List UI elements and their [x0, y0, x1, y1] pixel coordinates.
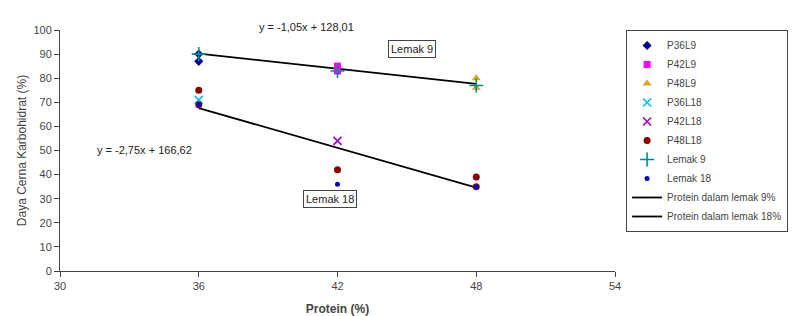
svg-text:P42L18: P42L18 — [667, 116, 702, 127]
svg-text:60: 60 — [40, 120, 52, 132]
svg-text:10: 10 — [40, 241, 52, 253]
svg-text:42: 42 — [331, 280, 343, 292]
svg-text:Lemak 18: Lemak 18 — [306, 193, 354, 205]
svg-text:36: 36 — [193, 280, 205, 292]
svg-text:P48L9: P48L9 — [667, 78, 696, 89]
svg-text:70: 70 — [40, 96, 52, 108]
svg-text:P36L9: P36L9 — [667, 40, 696, 51]
svg-text:48: 48 — [470, 280, 482, 292]
svg-text:Protein dalam lemak 9%: Protein dalam lemak 9% — [667, 192, 775, 203]
svg-text:P42L9: P42L9 — [667, 59, 696, 70]
svg-text:y = -1,05x + 128,01: y = -1,05x + 128,01 — [259, 21, 354, 33]
svg-text:50: 50 — [40, 144, 52, 156]
svg-text:40: 40 — [40, 168, 52, 180]
svg-text:30: 30 — [40, 193, 52, 205]
svg-text:Protein (%): Protein (%) — [306, 302, 369, 316]
svg-text:Lemak 9: Lemak 9 — [391, 43, 433, 55]
svg-text:P36L18: P36L18 — [667, 97, 702, 108]
svg-text:54: 54 — [609, 280, 621, 292]
svg-text:100: 100 — [33, 24, 51, 36]
svg-text:30: 30 — [54, 280, 66, 292]
svg-text:0: 0 — [46, 265, 52, 277]
svg-text:90: 90 — [40, 48, 52, 60]
svg-text:Lemak 9: Lemak 9 — [667, 154, 706, 165]
svg-text:Protein dalam lemak 18%: Protein dalam lemak 18% — [667, 211, 781, 222]
svg-text:80: 80 — [40, 72, 52, 84]
svg-text:Lemak 18: Lemak 18 — [667, 173, 711, 184]
svg-text:20: 20 — [40, 217, 52, 229]
svg-text:y = -2,75x + 166,62: y = -2,75x + 166,62 — [97, 144, 192, 156]
svg-text:P48L18: P48L18 — [667, 135, 702, 146]
svg-text:Daya Cerna Karbohidrat (%): Daya Cerna Karbohidrat (%) — [15, 75, 29, 226]
